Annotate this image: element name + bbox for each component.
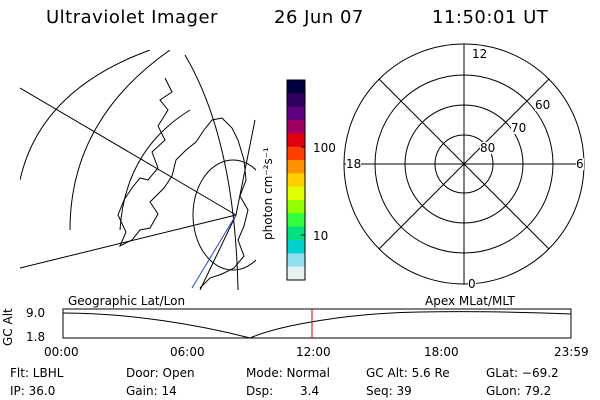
x-tick-2359: 23:59 [554,345,589,359]
color-bar-segment [287,160,305,174]
alt-tick-top: 9.0 [26,306,46,320]
mode-info: Mode: Normal [246,366,330,380]
mlt-label-0: 0 [468,277,476,291]
lat-label-80: 80 [480,141,496,155]
orbit-track [191,214,237,289]
color-bar-segment [287,133,305,148]
colorbar-tick-100: 100 [313,141,336,155]
seq-info: Seq: 39 [366,384,412,398]
color-bar-segment [287,200,305,214]
x-tick-0600: 06:00 [170,345,205,359]
color-bar-segment [287,120,305,134]
x-tick-0000: 00:00 [44,345,79,359]
color-bar-segment [287,80,305,94]
date-label: 26 Jun 07 [274,7,364,28]
colorbar-tick-10: 10 [313,229,329,243]
gain-info: Gain: 14 [126,384,177,398]
filter-info: Flt: LBHL [10,366,64,380]
lat-label-70: 70 [511,121,527,135]
color-bar-segment [287,173,305,188]
lat-label-60: 60 [535,98,551,112]
geographic-label: Geographic Lat/Lon [68,294,186,308]
altitude-ylabel: GC Alt [1,308,15,346]
alt-tick-bottom: 1.8 [26,330,46,344]
coastline [117,77,249,289]
altitude-curve [62,311,572,339]
polar-diagonal-2 [378,78,550,250]
color-bar-segment [287,186,305,201]
glon-info: GLon: 79.2 [486,384,552,398]
color-bar-segment [287,240,305,254]
x-tick-1200: 12:00 [296,345,331,359]
dsp-value: 3.4 [300,384,320,398]
mlt-label-18: 18 [346,157,362,171]
glat-info: GLat: −69.2 [486,366,559,380]
dsp-label: Dsp: [246,384,274,398]
meridian-line-1 [20,87,237,216]
color-bar-segment [287,266,305,281]
lat-circle-inner [119,109,191,231]
lat-circle-mid [69,50,171,231]
time-label: 11:50:01 UT [432,7,549,28]
gc-alt-info: GC Alt: 5.6 Re [366,366,450,380]
x-tick-1800: 18:00 [424,345,459,359]
color-bar-segment [287,226,305,241]
color-bar-segment [287,93,305,108]
meridian-curve [184,54,239,290]
color-bar-segment [287,106,305,121]
apex-label: Apex MLat/MLT [425,294,515,308]
ip-info: IP: 36.0 [10,384,56,398]
mlt-label-12: 12 [472,47,488,61]
door-info: Door: Open [126,366,195,380]
color-bar-segment [287,253,305,268]
color-bar-segment [287,213,305,228]
polar-oval [192,159,256,271]
instrument-title: Ultraviolet Imager [46,7,218,28]
lat-circle-outer [20,50,151,181]
mlt-label-6: 6 [576,157,584,171]
color-bar-gradient [287,80,305,281]
color-bar-segment [287,146,305,161]
